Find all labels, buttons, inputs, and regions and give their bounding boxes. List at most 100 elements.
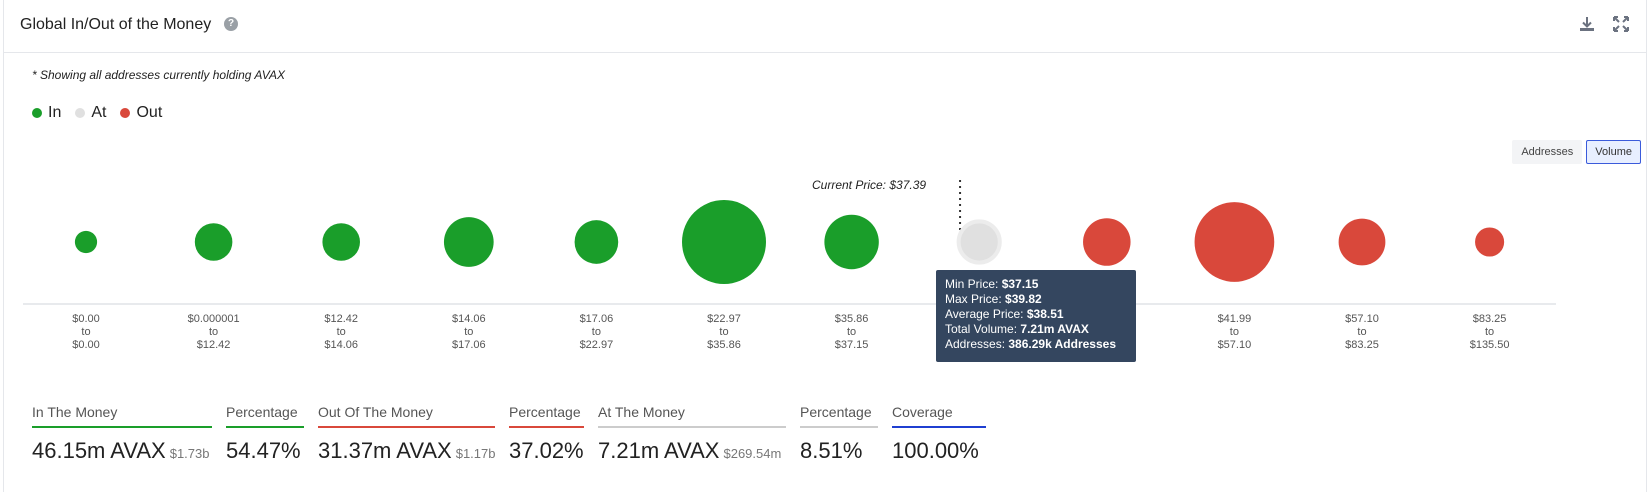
range-max-label: $0.00	[72, 339, 100, 351]
range-min-label: $22.97	[707, 313, 741, 325]
stat-value: 37.02%	[509, 438, 584, 463]
stat-label: Coverage	[892, 404, 986, 428]
stat-out-percentage: Percentage 37.02%	[509, 404, 584, 464]
legend-item-in[interactable]: In	[32, 104, 61, 122]
card-title: Global In/Out of the Money	[20, 16, 212, 33]
stat-label: Out Of The Money	[318, 404, 495, 428]
stat-label: In The Money	[32, 404, 212, 428]
stat-value-main: 31.37m AVAX	[318, 438, 452, 463]
range-to-label: to	[592, 326, 601, 338]
summary-stats: In The Money 46.15m AVAX $1.73b Percentag…	[32, 404, 1000, 464]
range-max-label: $17.06	[452, 339, 486, 351]
tooltip-avg-value: $38.51	[1026, 307, 1064, 321]
range-to-label: to	[464, 326, 473, 338]
stat-value: 8.51%	[800, 438, 863, 463]
tooltip-addresses-label: Addresses:	[945, 337, 1006, 351]
legend-item-at[interactable]: At	[75, 104, 106, 122]
tooltip-addresses-value: 386.29k Addresses	[1008, 337, 1117, 351]
range-max-label: $57.10	[1218, 339, 1252, 351]
chart-card: Global In/Out of the Money ? * Showing a…	[3, 0, 1647, 492]
bubble-12	[1475, 227, 1505, 257]
tooltip-max-value: $39.82	[1005, 292, 1042, 306]
range-max-label: $22.97	[580, 339, 614, 351]
range-min-label: $83.25	[1473, 313, 1507, 325]
card-header: Global In/Out of the Money ?	[4, 0, 1646, 53]
stat-value-usd: $1.73b	[169, 446, 210, 461]
stat-label: Percentage	[800, 404, 878, 428]
legend-dot-out	[120, 108, 131, 118]
legend-label-at: At	[91, 104, 107, 121]
addresses-toggle-button[interactable]: Addresses	[1512, 140, 1583, 164]
range-to-label: to	[1357, 326, 1366, 338]
expand-icon[interactable]	[1612, 15, 1630, 33]
stat-value: 31.37m AVAX $1.17b	[318, 438, 495, 464]
stat-in-percentage: Percentage 54.47%	[226, 404, 304, 464]
bubble-10	[1194, 202, 1275, 282]
stat-label: At The Money	[598, 404, 786, 428]
bubble-5	[574, 220, 619, 264]
range-max-label: $83.25	[1345, 339, 1379, 351]
range-min-label: $0.000001	[188, 313, 240, 325]
holding-note: * Showing all addresses currently holdin…	[32, 68, 286, 82]
stat-value-usd: $1.17b	[455, 446, 496, 461]
tooltip-min-value: $37.15	[1001, 277, 1039, 291]
legend-dot-in	[32, 108, 42, 118]
stat-value-main: 7.21m AVAX	[598, 438, 720, 463]
stat-in-money: In The Money 46.15m AVAX $1.73b	[32, 404, 212, 464]
range-to-label: to	[337, 326, 346, 338]
stat-label: Percentage	[509, 404, 584, 428]
range-min-label: $57.10	[1345, 313, 1379, 325]
range-max-label: $135.50	[1470, 339, 1510, 351]
range-to-label: to	[209, 326, 218, 338]
bubble-2	[194, 223, 233, 261]
range-min-label: $35.86	[835, 313, 869, 325]
question-circle-icon[interactable]: ?	[224, 17, 238, 31]
volume-toggle-button[interactable]: Volume	[1586, 140, 1641, 164]
legend: In At Out	[32, 104, 162, 122]
metric-toggle: Addresses Volume	[1512, 140, 1641, 164]
tooltip-min-label: Min Price:	[945, 277, 999, 291]
legend-item-out[interactable]: Out	[120, 104, 162, 122]
range-to-label: to	[847, 326, 856, 338]
current-price-label: Current Price: $37.39	[812, 178, 926, 192]
range-max-label: $12.42	[197, 339, 231, 351]
stat-coverage: Coverage 100.00%	[892, 404, 986, 464]
bubble-3	[322, 223, 360, 261]
range-min-label: $14.06	[452, 313, 486, 325]
tooltip-avg-label: Average Price:	[945, 307, 1024, 321]
bubble-7	[824, 214, 879, 270]
bubble-9	[1083, 218, 1131, 266]
legend-label-in: In	[48, 104, 62, 121]
stat-at-percentage: Percentage 8.51%	[800, 404, 878, 464]
stat-out-money: Out Of The Money 31.37m AVAX $1.17b	[318, 404, 495, 464]
stat-value-main: 46.15m AVAX	[32, 438, 166, 463]
tooltip-volume-value: 7.21m AVAX	[1020, 322, 1089, 336]
tooltip-max-label: Max Price:	[945, 292, 1002, 306]
stat-value: 7.21m AVAX $269.54m	[598, 438, 786, 464]
stat-value: 100.00%	[892, 438, 979, 463]
bubble-4	[443, 217, 494, 267]
stat-value: 54.47%	[226, 438, 301, 463]
range-to-label: to	[1230, 326, 1239, 338]
range-min-label: $17.06	[580, 313, 614, 325]
range-to-label: to	[81, 326, 90, 338]
stat-value: 46.15m AVAX $1.73b	[32, 438, 212, 464]
range-max-label: $14.06	[324, 339, 358, 351]
bubble-8	[956, 219, 1002, 265]
stat-label: Percentage	[226, 404, 304, 428]
download-icon[interactable]	[1578, 15, 1596, 33]
stat-value-usd: $269.54m	[723, 446, 782, 461]
range-min-label: $0.00	[72, 313, 100, 325]
range-to-label: to	[719, 326, 728, 338]
legend-label-out: Out	[136, 104, 163, 121]
legend-dot-at	[75, 108, 86, 118]
bubble-11	[1338, 218, 1386, 266]
range-to-label: to	[1485, 326, 1494, 338]
range-min-label: $41.99	[1218, 313, 1252, 325]
bubble-chart: Current Price: $37.39$0.00to$0.00$0.0000…	[23, 178, 1556, 351]
bubble-1	[74, 230, 98, 254]
stat-at-money: At The Money 7.21m AVAX $269.54m	[598, 404, 786, 464]
bubble-tooltip: Min Price: $37.15 Max Price: $39.82 Aver…	[936, 270, 1136, 362]
bubble-6	[682, 200, 766, 284]
range-min-label: $12.42	[324, 313, 358, 325]
